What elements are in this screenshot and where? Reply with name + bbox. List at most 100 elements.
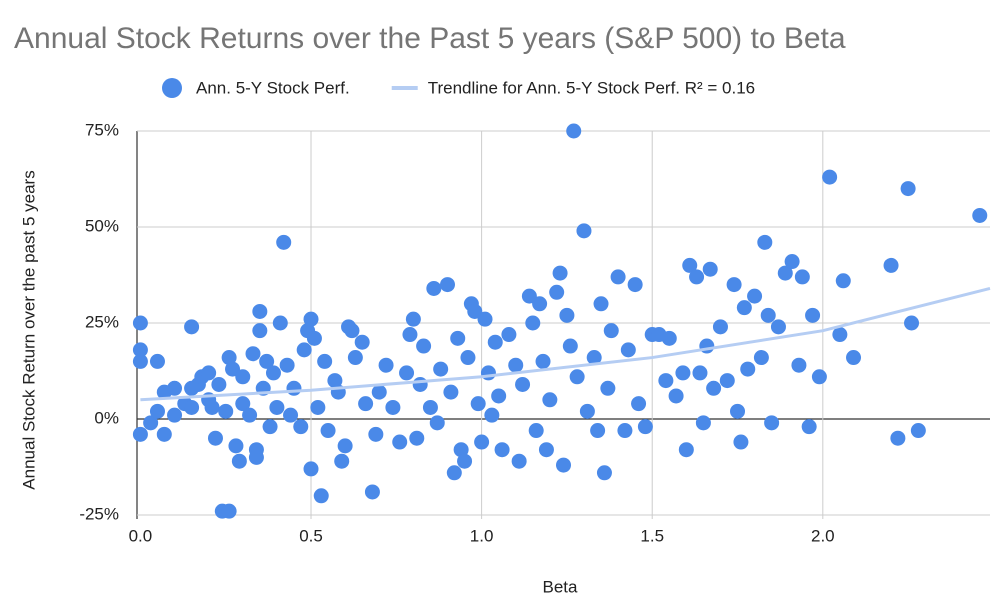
data-point <box>593 296 609 312</box>
y-tick-label: 25% <box>85 312 119 331</box>
y-axis-label: Annual Stock Return over the past 5 year… <box>19 170 38 489</box>
data-point <box>764 415 780 431</box>
data-point <box>405 311 421 327</box>
data-point <box>832 327 848 343</box>
trendline <box>140 286 991 402</box>
data-point <box>167 380 183 396</box>
data-point <box>132 353 148 369</box>
data-point <box>156 426 172 442</box>
data-point <box>757 234 773 250</box>
data-point <box>726 277 742 293</box>
data-point <box>501 327 517 343</box>
data-point <box>409 430 425 446</box>
data-point <box>252 303 268 319</box>
data-point <box>184 399 200 415</box>
data-point <box>627 277 643 293</box>
data-point <box>317 353 333 369</box>
data-point <box>262 419 278 435</box>
data-point <box>569 369 585 385</box>
y-tick-label: 0% <box>94 408 119 427</box>
data-point <box>279 357 295 373</box>
data-point <box>682 257 698 273</box>
data-point <box>719 373 735 389</box>
data-point <box>303 311 319 327</box>
data-point <box>801 419 817 435</box>
data-point <box>532 296 548 312</box>
chart-title: Annual Stock Returns over the Past 5 yea… <box>14 22 846 55</box>
data-point <box>269 399 285 415</box>
data-point <box>439 277 455 293</box>
data-point <box>805 307 821 323</box>
data-point <box>661 330 677 346</box>
data-point <box>508 357 524 373</box>
data-point <box>480 365 496 381</box>
data-point <box>678 442 694 458</box>
data-point <box>846 350 862 366</box>
data-point <box>252 323 268 339</box>
data-point <box>132 315 148 331</box>
data-point <box>972 207 988 223</box>
data-point <box>457 453 473 469</box>
data-point <box>303 461 319 477</box>
data-point <box>327 373 343 389</box>
data-point <box>296 342 312 358</box>
data-point <box>695 415 711 431</box>
data-point <box>736 300 752 316</box>
data-point <box>184 319 200 335</box>
data-point <box>730 403 746 419</box>
x-tick-label: 2.0 <box>811 526 835 545</box>
data-point <box>306 330 322 346</box>
data-point <box>576 223 592 239</box>
data-point <box>784 254 800 270</box>
x-tick-label: 0.5 <box>299 526 323 545</box>
data-point <box>542 392 558 408</box>
data-point <box>132 426 148 442</box>
x-tick-label: 1.5 <box>640 526 664 545</box>
data-point <box>272 315 288 331</box>
data-point <box>344 323 360 339</box>
data-point <box>733 434 749 450</box>
legend-swatch <box>162 78 182 98</box>
data-point <box>385 399 401 415</box>
data-point <box>446 465 462 481</box>
data-point <box>811 369 827 385</box>
data-point <box>235 369 251 385</box>
data-point <box>371 384 387 400</box>
data-point <box>521 288 537 304</box>
data-point <box>620 342 636 358</box>
data-point <box>692 365 708 381</box>
data-point <box>528 423 544 439</box>
data-point <box>218 403 234 419</box>
data-point <box>552 265 568 281</box>
data-point <box>706 380 722 396</box>
data-point <box>600 380 616 396</box>
data-point <box>753 350 769 366</box>
data-point <box>712 319 728 335</box>
data-point <box>900 181 916 197</box>
x-axis-label: Beta <box>543 577 579 596</box>
data-point <box>242 407 258 423</box>
data-point <box>248 449 264 465</box>
data-point <box>354 334 370 350</box>
data-point <box>443 384 459 400</box>
data-point <box>416 338 432 354</box>
data-point <box>378 357 394 373</box>
data-point <box>579 403 595 419</box>
data-point <box>791 357 807 373</box>
data-point <box>487 334 503 350</box>
data-point <box>525 315 541 331</box>
data-point <box>320 423 336 439</box>
data-point <box>283 407 299 423</box>
data-point <box>412 376 428 392</box>
data-point <box>453 442 469 458</box>
data-point <box>221 350 237 366</box>
data-point <box>491 388 507 404</box>
data-point <box>740 361 756 377</box>
data-point <box>566 123 582 139</box>
data-point <box>477 311 493 327</box>
data-point <box>760 307 776 323</box>
data-point <box>245 346 261 362</box>
data-point <box>450 330 466 346</box>
data-point <box>835 273 851 289</box>
x-tick-label: 0.0 <box>129 526 153 545</box>
